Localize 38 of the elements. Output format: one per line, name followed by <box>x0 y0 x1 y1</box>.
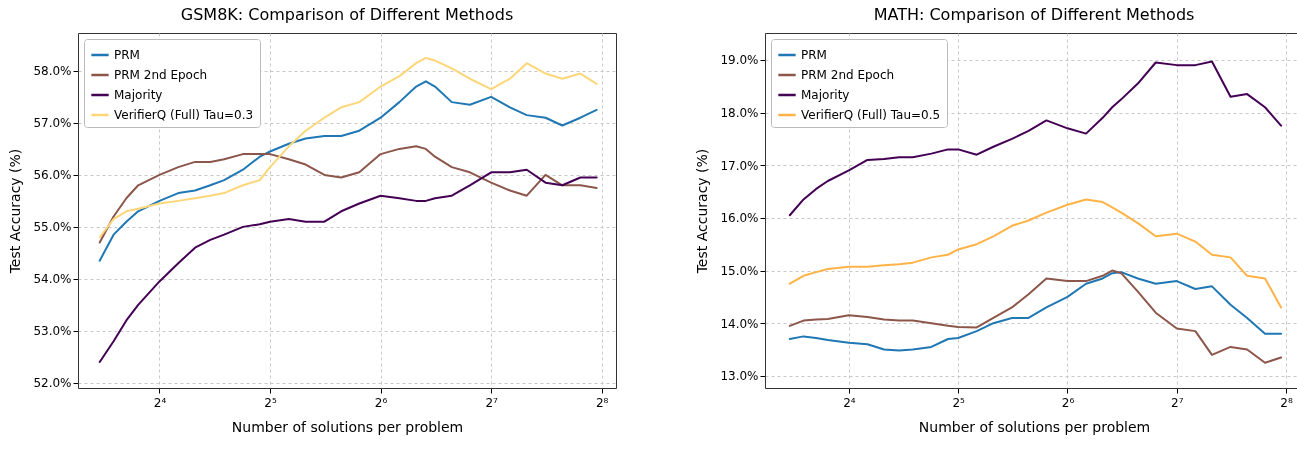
x-tick-label: 2⁴ <box>843 395 856 410</box>
x-axis-title: Number of solutions per problem <box>231 418 464 435</box>
legend-label: Majority <box>114 88 163 102</box>
legend-label: PRM 2nd Epoch <box>114 68 208 82</box>
y-tick-label: 52.0% <box>33 376 72 391</box>
y-tick-label: 57.0% <box>33 116 72 131</box>
y-tick-label: 13.0% <box>720 369 759 384</box>
y-tick-label: 56.0% <box>33 168 72 183</box>
legend-label: PRM <box>114 48 140 62</box>
y-tick-label: 17.0% <box>720 158 759 173</box>
y-tick-label: 54.0% <box>33 272 72 287</box>
legend-label: PRM <box>801 48 827 62</box>
chart-title: MATH: Comparison of Different Methods <box>873 5 1195 24</box>
x-tick-label: 2⁵ <box>264 395 277 410</box>
legend-label: VerifierQ (Full) Tau=0.5 <box>801 108 941 122</box>
x-tick-label: 2⁵ <box>952 395 966 410</box>
x-tick-label: 2⁶ <box>1061 395 1075 410</box>
y-tick-label: 14.0% <box>720 316 759 331</box>
chart-title: GSM8K: Comparison of Different Methods <box>180 5 514 24</box>
y-tick-label: 55.0% <box>33 220 72 235</box>
y-tick-label: 16.0% <box>720 211 759 226</box>
y-tick-label: 19.0% <box>720 53 759 68</box>
x-tick-label: 2⁷ <box>485 395 499 410</box>
y-tick-label: 58.0% <box>33 64 72 79</box>
legend-label: Majority <box>801 88 850 102</box>
y-tick-label: 18.0% <box>720 106 759 121</box>
legend-label: PRM 2nd Epoch <box>801 68 895 82</box>
y-axis-title: Test Accuracy (%) <box>7 148 24 275</box>
x-axis-title: Number of solutions per problem <box>918 418 1151 435</box>
x-tick-label: 2⁴ <box>153 395 167 410</box>
y-tick-label: 53.0% <box>33 324 72 339</box>
x-tick-label: 2⁷ <box>1171 395 1184 410</box>
x-tick-label: 2⁸ <box>1280 395 1293 410</box>
x-tick-label: 2⁸ <box>595 395 609 410</box>
x-tick-label: 2⁶ <box>374 395 388 410</box>
legend-label: VerifierQ (Full) Tau=0.3 <box>114 108 254 122</box>
y-tick-label: 15.0% <box>720 264 759 279</box>
y-axis-title: Test Accuracy (%) <box>694 148 711 275</box>
